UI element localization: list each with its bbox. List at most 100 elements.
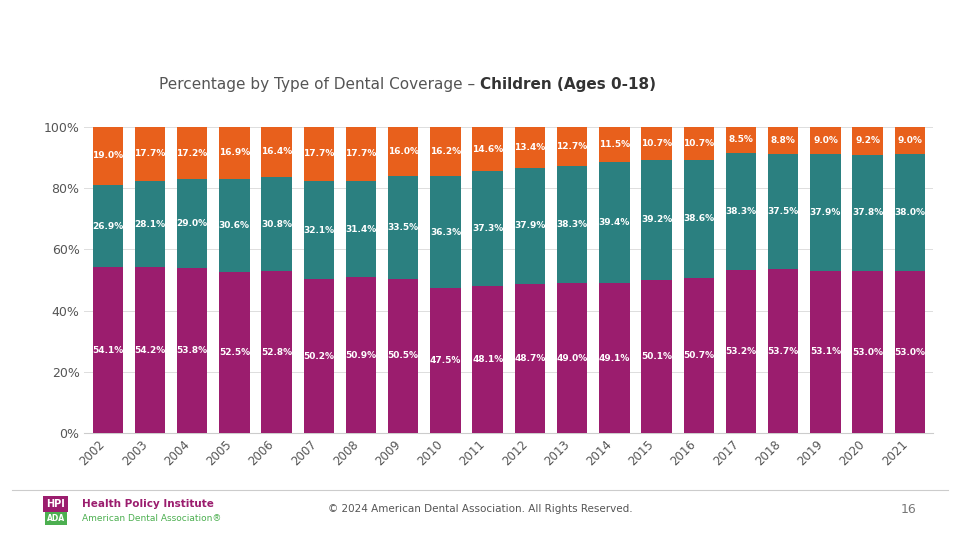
Bar <box>810 271 841 433</box>
Text: 37.9%: 37.9% <box>810 208 841 217</box>
Bar <box>177 127 207 179</box>
Bar <box>303 181 334 279</box>
Text: 12.7%: 12.7% <box>557 142 588 151</box>
Bar <box>515 127 545 168</box>
Text: 53.0%: 53.0% <box>895 347 925 357</box>
Bar <box>346 277 376 433</box>
Bar <box>92 127 123 185</box>
Bar <box>134 267 165 433</box>
Text: 54.1%: 54.1% <box>92 346 123 355</box>
Bar <box>472 171 503 286</box>
Text: 32.1%: 32.1% <box>303 226 334 235</box>
Bar <box>472 127 503 171</box>
Text: 39.4%: 39.4% <box>599 218 630 227</box>
Text: 17.7%: 17.7% <box>134 149 166 158</box>
Bar <box>684 127 714 159</box>
Text: 48.1%: 48.1% <box>472 355 503 364</box>
Text: 16.2%: 16.2% <box>430 147 461 156</box>
Bar <box>726 270 756 433</box>
Bar <box>303 279 334 433</box>
Bar <box>599 283 630 433</box>
Bar <box>641 159 672 280</box>
Bar <box>261 127 292 177</box>
Bar <box>430 177 461 288</box>
Text: 53.1%: 53.1% <box>810 347 841 357</box>
Bar <box>895 127 925 154</box>
Text: 49.0%: 49.0% <box>557 354 588 362</box>
Text: 53.8%: 53.8% <box>177 346 207 355</box>
Bar <box>515 168 545 284</box>
Text: 17.2%: 17.2% <box>177 149 207 157</box>
Text: 36.3%: 36.3% <box>430 228 461 237</box>
Bar <box>599 127 630 162</box>
Bar <box>557 166 588 283</box>
Text: 9.2%: 9.2% <box>855 136 880 146</box>
Bar <box>895 154 925 271</box>
Text: 39.2%: 39.2% <box>641 215 672 224</box>
Text: 38.0%: 38.0% <box>895 208 925 217</box>
Text: 48.7%: 48.7% <box>515 354 545 363</box>
Text: 16.4%: 16.4% <box>261 147 292 156</box>
Bar <box>219 178 250 272</box>
Bar <box>726 153 756 270</box>
Text: 47.5%: 47.5% <box>430 356 461 365</box>
Bar <box>261 272 292 433</box>
Bar <box>134 127 165 181</box>
Text: 11.5%: 11.5% <box>599 140 630 149</box>
Text: 10.7%: 10.7% <box>641 139 672 148</box>
Bar <box>768 154 799 268</box>
Text: 33.5%: 33.5% <box>388 223 419 231</box>
Bar <box>641 127 672 159</box>
Text: Percentage by Type of Dental Coverage –: Percentage by Type of Dental Coverage – <box>159 77 480 92</box>
Bar <box>810 127 841 154</box>
Text: 50.9%: 50.9% <box>346 351 376 360</box>
Text: 8.8%: 8.8% <box>771 136 796 145</box>
Text: 8.5%: 8.5% <box>729 135 754 144</box>
Text: 17.7%: 17.7% <box>346 149 376 158</box>
Text: Children (Ages 0-18): Children (Ages 0-18) <box>480 77 656 92</box>
Bar <box>852 271 883 433</box>
Text: 52.8%: 52.8% <box>261 348 292 357</box>
Text: 50.7%: 50.7% <box>684 351 714 360</box>
Text: 17.7%: 17.7% <box>303 149 334 158</box>
Text: American Dental Association®: American Dental Association® <box>82 514 221 523</box>
Text: 53.2%: 53.2% <box>726 347 756 356</box>
Text: Dental Insurance Status by Age: Dental Insurance Status by Age <box>30 30 675 64</box>
Text: 37.3%: 37.3% <box>472 224 503 233</box>
Bar <box>684 278 714 433</box>
Text: 9.0%: 9.0% <box>813 136 838 145</box>
Text: 29.0%: 29.0% <box>177 220 207 228</box>
Bar <box>557 283 588 433</box>
Bar <box>388 127 419 176</box>
Text: 38.3%: 38.3% <box>726 207 756 216</box>
Bar <box>472 286 503 433</box>
Bar <box>219 272 250 433</box>
Bar <box>134 181 165 267</box>
Text: 53.0%: 53.0% <box>852 347 883 357</box>
Text: 54.2%: 54.2% <box>134 346 165 355</box>
Bar <box>388 279 419 433</box>
Text: 38.3%: 38.3% <box>557 220 588 229</box>
Text: 37.5%: 37.5% <box>768 207 799 216</box>
Bar <box>810 154 841 271</box>
Bar <box>684 159 714 278</box>
Bar <box>346 127 376 181</box>
Text: 30.6%: 30.6% <box>219 221 250 230</box>
Text: 16.9%: 16.9% <box>219 148 250 157</box>
Text: 9.0%: 9.0% <box>898 136 923 145</box>
Text: 16: 16 <box>901 503 917 516</box>
Text: 16.0%: 16.0% <box>388 147 419 156</box>
Bar <box>557 127 588 166</box>
Text: 38.6%: 38.6% <box>684 214 714 223</box>
Bar <box>515 284 545 433</box>
Text: 31.4%: 31.4% <box>346 224 376 234</box>
Bar <box>346 181 376 277</box>
Text: 19.0%: 19.0% <box>92 151 123 161</box>
Text: 30.8%: 30.8% <box>261 220 292 229</box>
Text: 10.7%: 10.7% <box>684 139 714 148</box>
Bar <box>768 127 799 154</box>
Text: 50.2%: 50.2% <box>303 352 334 361</box>
Bar <box>261 177 292 272</box>
Bar <box>177 268 207 433</box>
Text: 13.4%: 13.4% <box>515 143 545 152</box>
